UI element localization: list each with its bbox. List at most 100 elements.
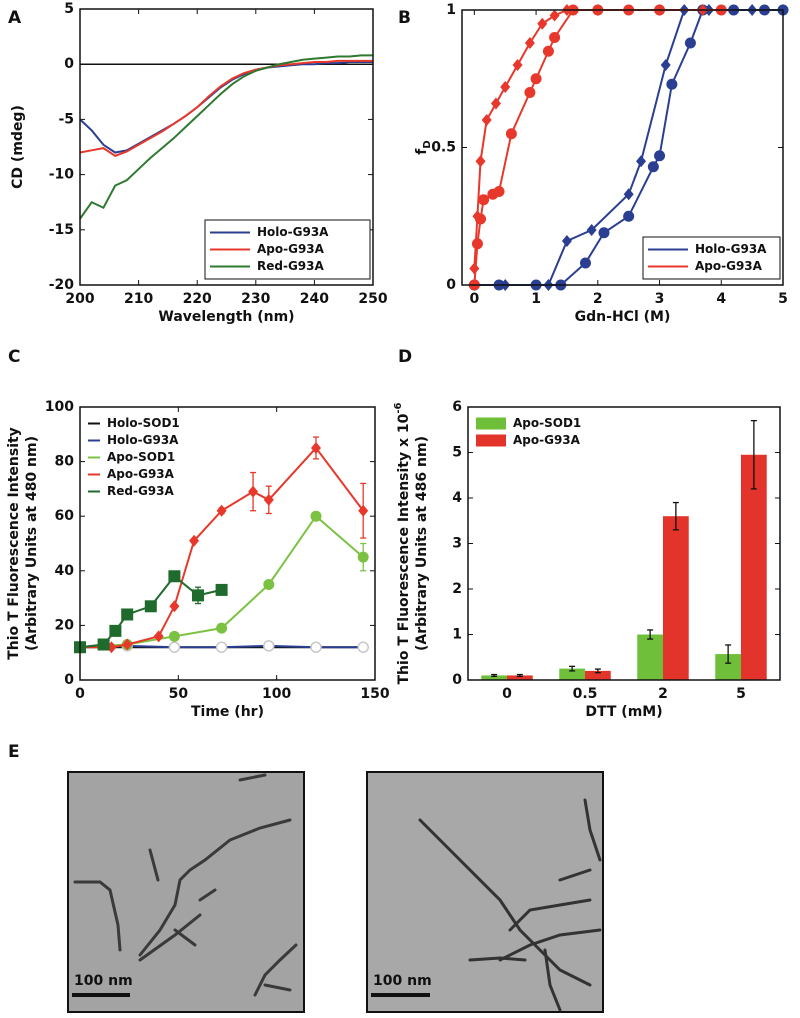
y-tick-label: 80: [55, 454, 75, 470]
y-axis-label-text: CD (mdeg): [10, 105, 26, 189]
y-tick-label: 5: [64, 1, 74, 17]
chart-panel: D 0 1 2 3 4 5 6 DTT (mM) Thio T Fluorescence Inte…: [393, 347, 781, 720]
marker: [168, 570, 181, 583]
x-tick-label: 210: [124, 291, 153, 307]
bar: [663, 516, 689, 680]
y-axis-label-text: (Arbitrary Units at 480 nm): [24, 436, 40, 651]
marker: [263, 640, 275, 652]
legend-frame: [642, 236, 781, 280]
marker: [263, 578, 275, 590]
fibrils: [73, 773, 298, 997]
x-tick-label: 0.5: [573, 686, 598, 702]
marker: [505, 128, 517, 140]
legend-label: Apo-G93A: [257, 242, 325, 256]
x-tick-label: 0: [469, 291, 479, 307]
x-tick-label: 200: [65, 291, 94, 307]
plot-frame: [79, 406, 376, 681]
legend-label: Holo-G93A: [257, 225, 329, 239]
plot-area: [74, 436, 369, 654]
marker: [310, 641, 322, 653]
marker: [471, 238, 483, 250]
y-tick-label: 100: [45, 399, 74, 415]
bar: [741, 454, 767, 680]
x-axis-label: Wavelength (nm): [158, 309, 294, 325]
marker: [248, 485, 259, 498]
marker: [586, 224, 597, 236]
legend-label: Apo-SOD1: [107, 450, 175, 464]
panel-letter: C: [8, 347, 20, 367]
panel-letter: A: [8, 8, 22, 28]
marker: [549, 32, 561, 43]
y-axis-label: (Arbitrary Units at 486 nm): [414, 436, 430, 651]
marker: [169, 600, 180, 613]
scale-bar-label: 100 nm: [74, 973, 133, 989]
legend-label: Holo-G93A: [107, 433, 179, 447]
legend-swatch: [476, 417, 506, 430]
fibrils: [418, 798, 602, 1012]
marker: [310, 510, 322, 522]
marker: [684, 37, 696, 49]
y-axis-label-text: Thio T Fluorescence Intensity: [6, 427, 22, 660]
marker: [542, 45, 554, 57]
panel-letter: E: [8, 742, 20, 762]
legend-label: Apo-G93A: [695, 259, 763, 273]
bar: [585, 670, 611, 680]
marker: [109, 624, 122, 637]
legend-label: Apo-G93A: [107, 467, 175, 481]
micrograph: [366, 771, 604, 1013]
y-tick-label: 0.5: [431, 140, 456, 156]
marker: [478, 194, 490, 206]
marker: [263, 493, 274, 506]
y-axis-label: CD (mdeg): [10, 105, 26, 189]
series-line: [79, 60, 373, 154]
y-tick-label: 0: [64, 56, 74, 72]
x-tick-label: 220: [183, 291, 212, 307]
x-tick-label: 240: [300, 291, 329, 307]
marker: [122, 638, 133, 651]
marker: [500, 81, 511, 93]
x-axis-label: Gdn-HCl (M): [575, 309, 671, 325]
y-tick-label: -15: [49, 222, 74, 238]
bar: [481, 675, 507, 680]
legend: Holo-G93A Apo-G93A Red-G93A: [204, 219, 371, 280]
marker: [121, 608, 134, 621]
x-tick-label: 3: [655, 291, 665, 307]
marker: [490, 97, 501, 110]
marker: [660, 59, 671, 71]
marker: [153, 630, 164, 643]
marker: [215, 583, 228, 596]
x-tick-label: 100: [262, 686, 291, 702]
legend-label: Holo-SOD1: [107, 416, 180, 430]
marker: [215, 641, 228, 653]
marker: [144, 600, 157, 613]
y-tick-label: 4: [452, 490, 462, 506]
marker: [493, 186, 505, 197]
x-tick-label: 0: [502, 686, 512, 702]
y-tick-label: 3: [452, 536, 462, 552]
y-tick-label: 20: [55, 617, 75, 633]
legend: Apo-SOD1 Apo-G93A: [476, 416, 581, 447]
marker: [475, 155, 486, 168]
x-tick-label: 150: [360, 686, 389, 702]
y-tick-label: 0: [452, 672, 462, 688]
y-axis-label-sup: -6: [393, 402, 404, 413]
plot-frame: [461, 9, 784, 286]
marker: [311, 441, 321, 454]
micrograph: [67, 771, 305, 1013]
chart-panel: B 0 0.5 1 0 1 2 3 4 5 Gdn-HCl (M) fD Holo-G93A Apo-G9…: [398, 2, 789, 325]
marker: [216, 622, 228, 634]
y-axis-label-text: f: [414, 148, 430, 155]
marker: [469, 262, 480, 275]
y-axis-label: fD: [414, 140, 433, 154]
legend-label: Apo-G93A: [513, 433, 581, 447]
y-tick-label: 40: [55, 563, 75, 579]
x-tick-label: 4: [716, 291, 726, 307]
marker: [357, 641, 369, 653]
marker: [357, 551, 369, 563]
x-tick-label: 2: [658, 686, 668, 702]
marker: [512, 59, 523, 71]
bar: [637, 634, 663, 680]
marker: [475, 213, 487, 225]
marker: [192, 589, 204, 602]
y-axis-label: Thio T Fluorescence Intensity: [6, 427, 22, 660]
